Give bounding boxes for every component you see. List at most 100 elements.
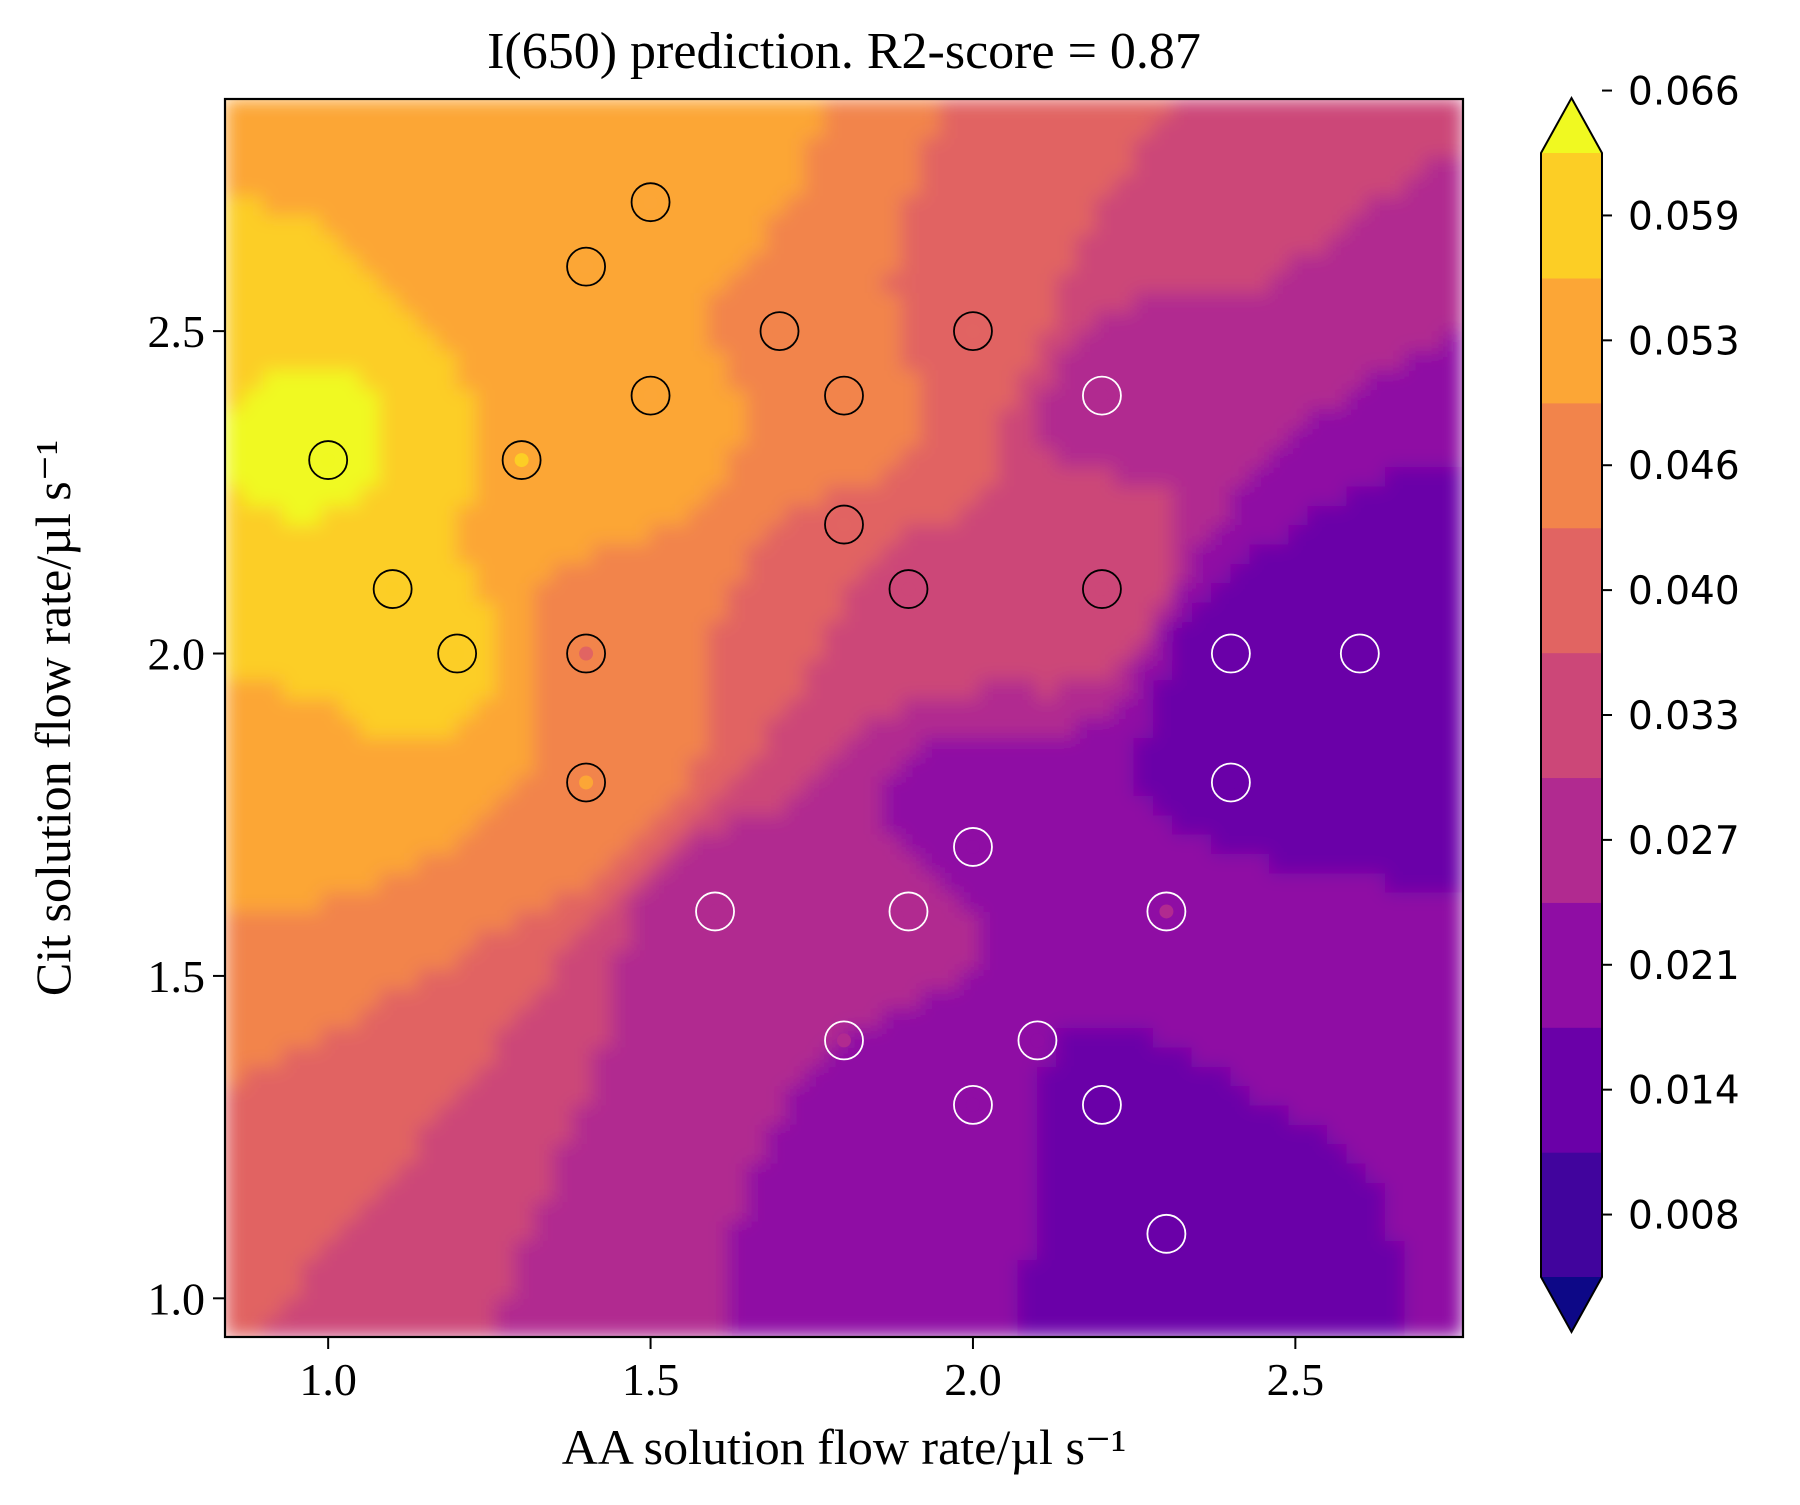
heatmap-cell <box>225 949 245 971</box>
heatmap-cell <box>1056 659 1077 680</box>
heatmap-cell <box>533 872 555 893</box>
heatmap-cell <box>321 872 342 893</box>
heatmap-cell <box>611 949 632 971</box>
heatmap-cell <box>1056 1278 1077 1299</box>
heatmap-cell <box>263 833 284 854</box>
heatmap-cell <box>669 407 690 429</box>
heatmap-cell <box>340 1026 361 1048</box>
heatmap-cell <box>225 233 245 255</box>
heatmap-cell <box>1133 99 1155 119</box>
heatmap-cell <box>1230 891 1251 913</box>
heatmap-cell <box>920 137 942 158</box>
heatmap-cell <box>572 1084 594 1106</box>
heatmap-cell <box>1094 814 1116 835</box>
heatmap-cell <box>1288 253 1309 274</box>
heatmap-cell <box>862 1084 884 1106</box>
heatmap-cell <box>688 1007 710 1029</box>
heatmap-cell <box>1443 659 1463 680</box>
heatmap-cell <box>611 968 632 990</box>
heatmap-cell <box>495 1297 516 1319</box>
heatmap-cell <box>901 99 922 119</box>
heatmap-cell <box>1094 717 1116 738</box>
heatmap-cell <box>1172 504 1193 526</box>
heatmap-cell <box>398 523 420 545</box>
heatmap-cell <box>572 1239 594 1261</box>
heatmap-cell <box>1210 1123 1232 1145</box>
heatmap-cell <box>746 311 768 332</box>
heatmap-cell <box>959 214 980 235</box>
heatmap-cell <box>1307 1162 1329 1183</box>
heatmap-cell <box>1365 1065 1387 1087</box>
heatmap-cell <box>1133 195 1155 216</box>
heatmap-cell <box>1423 1239 1445 1261</box>
heatmap-cell <box>301 1259 323 1280</box>
heatmap-cell <box>1443 910 1463 932</box>
heatmap-cell <box>630 311 652 332</box>
heatmap-cell <box>843 99 864 119</box>
heatmap-cell <box>495 369 516 390</box>
heatmap-cell <box>1346 1162 1367 1183</box>
heatmap-cell <box>243 659 265 680</box>
heatmap-cell <box>746 407 768 429</box>
heatmap-cell <box>669 1026 690 1048</box>
heatmap-cell <box>1114 99 1135 119</box>
heatmap-cell <box>1268 678 1290 700</box>
heatmap-cell <box>920 427 942 448</box>
heatmap-cell <box>379 891 400 913</box>
heatmap-cell <box>1268 117 1290 139</box>
heatmap-cell <box>1249 369 1271 390</box>
heatmap-cell <box>1075 233 1097 255</box>
heatmap-cell <box>1268 291 1290 313</box>
heatmap-cell <box>1365 640 1387 661</box>
heatmap-cell <box>882 253 903 274</box>
heatmap-cell <box>1036 775 1058 796</box>
heatmap-cell <box>282 910 303 932</box>
heatmap-cell <box>1152 1084 1174 1106</box>
heatmap-cell <box>1114 349 1135 371</box>
heatmap-cell <box>301 330 323 352</box>
heatmap-cell <box>630 891 652 913</box>
heatmap-cell <box>1423 756 1445 777</box>
heatmap-cell <box>1404 175 1425 197</box>
heatmap-cell <box>1172 872 1193 893</box>
heatmap-cell <box>611 1317 632 1337</box>
heatmap-cell <box>843 930 864 951</box>
heatmap-cell <box>225 814 245 835</box>
heatmap-cell <box>572 504 594 526</box>
heatmap-cell <box>437 233 458 255</box>
heatmap-cell <box>746 137 768 158</box>
heatmap-cell <box>1191 427 1213 448</box>
heatmap-cell <box>649 465 671 487</box>
heatmap-cell <box>301 214 323 235</box>
heatmap-cell <box>456 465 478 487</box>
heatmap-cell <box>359 175 381 197</box>
heatmap-cell <box>998 1084 1019 1106</box>
heatmap-cell <box>978 465 1000 487</box>
heatmap-cell <box>321 175 342 197</box>
heatmap-cell <box>1268 1239 1290 1261</box>
heatmap-cell <box>1249 1200 1271 1222</box>
heatmap-cell <box>321 562 342 584</box>
heatmap-cell <box>1094 1259 1116 1280</box>
heatmap-cell <box>1114 736 1135 758</box>
heatmap-cell <box>727 736 748 758</box>
heatmap-cell <box>1423 678 1445 700</box>
heatmap-cell <box>649 930 671 951</box>
heatmap-cell <box>611 775 632 796</box>
heatmap-cell <box>301 272 323 294</box>
heatmap-cell <box>591 756 613 777</box>
heatmap-cell <box>1036 814 1058 835</box>
heatmap-cell <box>1152 1065 1174 1087</box>
heatmap-cell <box>1210 601 1232 622</box>
heatmap-cell <box>591 427 613 448</box>
heatmap-cell <box>1036 640 1058 661</box>
heatmap-cell <box>321 156 342 177</box>
heatmap-cell <box>398 698 420 719</box>
heatmap-cell <box>456 1104 478 1125</box>
heatmap-cell <box>475 1084 497 1106</box>
heatmap-cell <box>611 504 632 526</box>
heatmap-cell <box>843 1317 864 1337</box>
heatmap-cell <box>1017 349 1039 371</box>
heatmap-cell <box>243 156 265 177</box>
heatmap-cell <box>379 620 400 642</box>
